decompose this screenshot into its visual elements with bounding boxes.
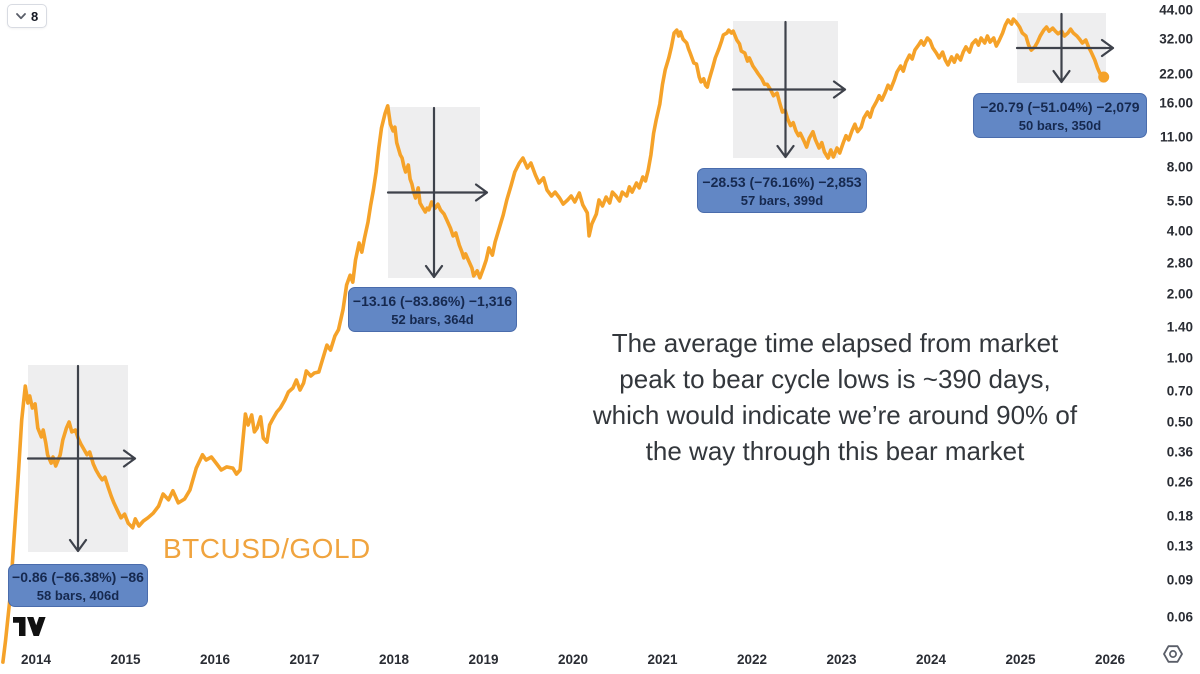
price-axis-tick: 8.00	[1166, 159, 1193, 175]
measurement-label-change: −20.79 (−51.04%) −2,079	[980, 98, 1140, 115]
measurement-arrow-right-icon	[386, 183, 489, 202]
measurement-label[interactable]: −28.53 (−76.16%) −2,853 57 bars, 399d	[697, 168, 867, 213]
symbol-watermark-label: BTCUSD/GOLD	[163, 533, 371, 564]
price-axis-tick: 16.00	[1159, 95, 1193, 111]
time-axis-tick: 2018	[378, 652, 410, 667]
last-price-marker	[1098, 71, 1110, 83]
measurement-arrow-right-icon	[1015, 38, 1115, 58]
measurement-arrow-right-icon	[26, 449, 137, 468]
price-axis-tick: 32.00	[1159, 31, 1193, 47]
price-axis-tick: 0.50	[1166, 414, 1193, 430]
time-axis-tick: 2022	[736, 652, 768, 667]
measurement-label[interactable]: −13.16 (−83.86%) −1,316 52 bars, 364d	[348, 287, 517, 332]
time-axis-tick: 2015	[110, 652, 141, 667]
measurement-label[interactable]: −20.79 (−51.04%) −2,079 50 bars, 350d	[973, 93, 1147, 138]
price-axis-tick: 0.09	[1166, 572, 1193, 587]
price-axis-tick: 44.00	[1159, 2, 1193, 18]
time-axis-tick: 2020	[557, 652, 589, 667]
time-axis-tick: 2023	[826, 652, 857, 667]
measurement-label-change: −13.16 (−83.86%) −1,316	[352, 292, 513, 309]
indicators-count-label: 8	[31, 8, 39, 24]
tradingview-logo[interactable]	[13, 617, 47, 637]
time-axis-tick: 2014	[20, 652, 52, 667]
price-axis-tick: 0.70	[1166, 383, 1193, 399]
price-axis-tick: 5.50	[1166, 193, 1193, 209]
time-axis-tick: 2025	[1005, 652, 1036, 667]
time-axis-tick: 2026	[1094, 652, 1126, 667]
gear-icon[interactable]	[1160, 643, 1186, 667]
price-axis-tick: 1.00	[1166, 350, 1193, 366]
time-axis-tick: 2019	[468, 652, 499, 667]
chevron-down-icon	[16, 12, 26, 19]
time-axis[interactable]: 2014 2015 2016 2017 2018 2019 2020 2021 2022 2023…	[0, 650, 1200, 674]
measurement-label-change: −28.53 (−76.16%) −2,853	[702, 173, 862, 190]
price-axis-tick: 11.00	[1159, 129, 1193, 145]
price-axis-tick: 0.13	[1166, 538, 1193, 554]
price-axis-tick: 1.40	[1166, 319, 1193, 335]
indicators-collapsed-button[interactable]: 8	[7, 4, 48, 28]
measurement-label-duration: 57 bars, 399d	[740, 192, 824, 208]
measurement-label-duration: 58 bars, 406d	[36, 587, 120, 603]
price-axis-tick: 2.80	[1166, 255, 1193, 271]
measurement-label-duration: 52 bars, 364d	[391, 311, 474, 327]
price-axis-tick: 0.06	[1166, 609, 1193, 625]
price-axis-tick: 4.00	[1166, 223, 1193, 238]
price-axis-tick: 2.00	[1166, 286, 1193, 302]
time-axis-tick: 2021	[647, 652, 678, 667]
measurement-label-duration: 50 bars, 350d	[1018, 117, 1102, 133]
time-axis-tick: 2016	[199, 652, 231, 667]
price-axis-tick: 0.36	[1166, 444, 1193, 460]
measurement-arrow-right-icon	[731, 80, 847, 99]
time-axis-tick: 2017	[289, 652, 320, 667]
price-axis-tick: 22.00	[1159, 66, 1193, 82]
measurement-label[interactable]: −0.86 (−86.38%) −86 58 bars, 406d	[8, 564, 148, 607]
annotation-note-text: The average time elapsed from market pea…	[592, 328, 1078, 466]
price-line-series[interactable]	[1, 17, 1106, 664]
time-axis-tick: 2024	[915, 652, 947, 667]
price-axis-tick: 0.26	[1166, 474, 1193, 490]
measurement-label-change: −0.86 (−86.38%) −86	[12, 568, 144, 585]
price-axis-tick: 0.18	[1166, 508, 1193, 524]
price-axis[interactable]: 44.00 32.00 22.00 16.00 11.00 8.00 5.50 4.00 2.8…	[1140, 0, 1200, 645]
